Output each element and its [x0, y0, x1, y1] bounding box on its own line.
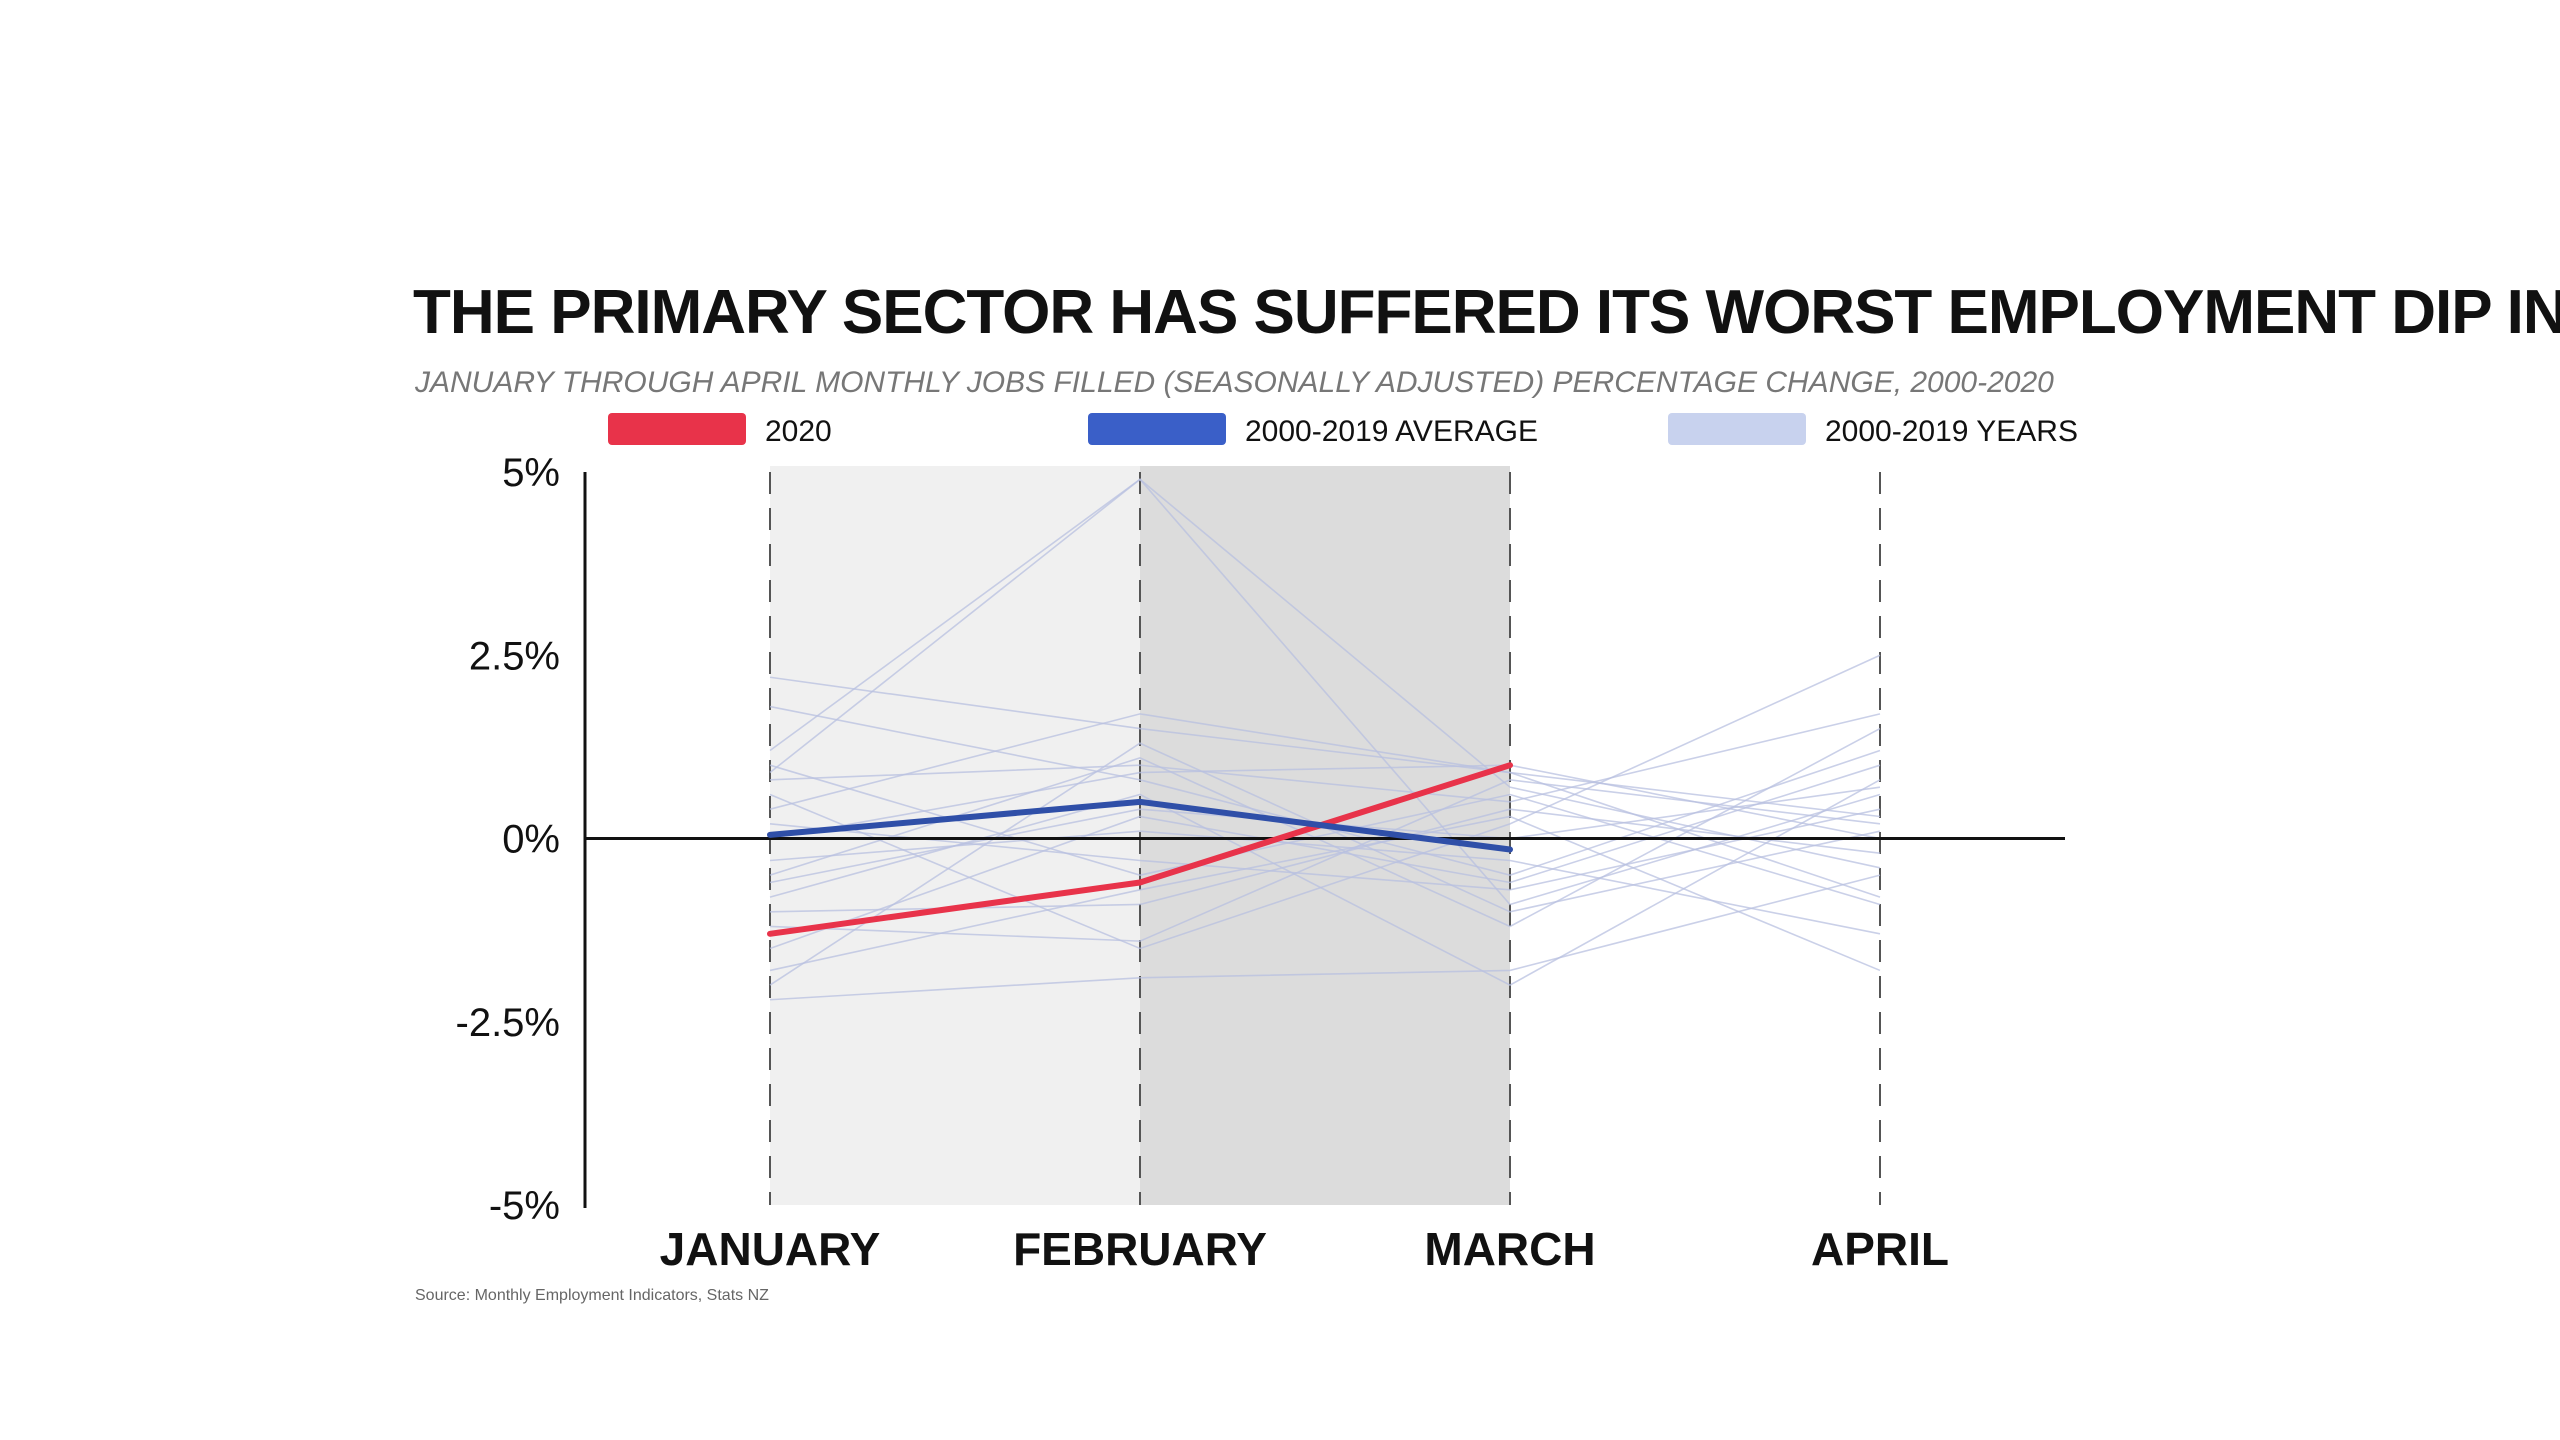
axes: [583, 472, 2065, 1208]
legend-swatch-1: [608, 413, 746, 445]
x-tick-label: APRIL: [1811, 1223, 1949, 1275]
x-axis-ticks: JANUARY FEBRUARY MARCH APRIL: [660, 1223, 1949, 1275]
legend-swatch-2: [1088, 413, 1226, 445]
y-axis-ticks: 5% 2.5% 0% -2.5% -5%: [456, 451, 561, 1228]
y-tick-label: 5%: [502, 451, 560, 495]
x-tick-label: FEBRUARY: [1013, 1223, 1267, 1275]
year-line-15: [769, 764, 1881, 950]
legend-label-2: 2000-2019 AVERAGE: [1245, 415, 1538, 448]
chart-subtitle: JANUARY THROUGH APRIL MONTHLY JOBS FILLE…: [414, 366, 2054, 399]
series-line-2000-2019-average: [767, 798, 1513, 853]
legend-swatch-3: [1668, 413, 1806, 445]
x-tick-label: MARCH: [1424, 1223, 1595, 1275]
y-tick-label: 0%: [502, 818, 560, 862]
x-tick-label: JANUARY: [660, 1223, 881, 1275]
chart-title: THE PRIMARY SECTOR HAS SUFFERED ITS WORS…: [413, 278, 2560, 347]
year-line-1: [769, 676, 1881, 818]
source-note: Source: Monthly Employment Indicators, S…: [415, 1287, 769, 1304]
year-line-18: [769, 874, 1881, 1001]
y-tick-label: -5%: [489, 1184, 560, 1228]
y-tick-label: -2.5%: [456, 1001, 561, 1045]
year-line-6: [769, 654, 1881, 950]
year-line-14: [769, 779, 1881, 942]
series-line-2020: [767, 762, 1513, 937]
legend-label-3: 2000-2019 YEARS: [1825, 415, 2078, 448]
year-line-5: [769, 713, 1881, 803]
legend: 2020 2000-2019 AVERAGE 2000-2019 YEARS: [608, 413, 2078, 448]
year-line-16: [769, 815, 1881, 972]
year-line-7: [769, 713, 1881, 898]
series-main-lines: [767, 762, 1513, 937]
legend-label-1: 2020: [765, 415, 832, 448]
y-tick-label: 2.5%: [469, 634, 560, 678]
